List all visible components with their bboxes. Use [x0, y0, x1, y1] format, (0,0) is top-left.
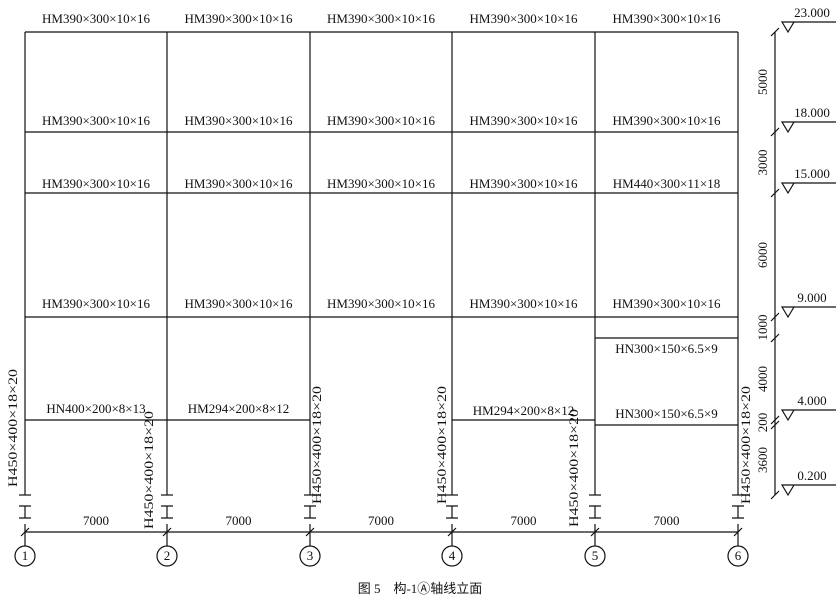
span-label: 7000 — [368, 513, 394, 528]
span-label: 7000 — [654, 513, 680, 528]
beam-label: HM390×300×10×16 — [42, 11, 150, 26]
axis-circle — [14, 545, 36, 567]
beam-label: HN300×150×6.5×9 — [615, 341, 718, 356]
beam-label: HM390×300×10×16 — [42, 176, 150, 191]
elevation-marker — [780, 484, 836, 497]
axis-label: 5 — [592, 548, 599, 563]
height-label: 200 — [755, 413, 770, 433]
span-label: 7000 — [226, 513, 252, 528]
beam-label: HM390×300×10×16 — [470, 113, 578, 128]
dim-tick — [770, 312, 780, 322]
elevation-marker — [780, 21, 836, 34]
beam-label: HM390×300×10×16 — [185, 11, 293, 26]
height-label: 6000 — [755, 242, 770, 268]
beam-label: HM390×300×10×16 — [613, 296, 721, 311]
beam-label: HM390×300×10×16 — [185, 113, 293, 128]
beam-label: HM440×300×11×18 — [613, 176, 720, 191]
section-symbol — [732, 505, 744, 519]
beam-label: HM390×300×10×16 — [470, 176, 578, 191]
elevation-marker — [780, 182, 836, 195]
elevation-marker — [780, 306, 836, 319]
dim-tick — [770, 415, 780, 425]
beam-label: HM294×200×8×12 — [188, 401, 289, 416]
axis-label: 3 — [307, 548, 314, 563]
dim-tick — [770, 27, 780, 37]
beam-label: HM390×300×10×16 — [185, 176, 293, 191]
column-label: H450×400×18×20 — [434, 386, 449, 504]
height-label: 3600 — [755, 447, 770, 473]
column-label: H450×400×18×20 — [309, 386, 324, 504]
elevation-label: 15.000 — [794, 166, 830, 181]
elevation-label: 0.200 — [797, 468, 826, 483]
elevation-label: 18.000 — [794, 105, 830, 120]
beam-label: HM390×300×10×16 — [327, 176, 435, 191]
span-label: 7000 — [83, 513, 109, 528]
elevation-marker — [780, 409, 836, 422]
dim-tick — [770, 188, 780, 198]
section-symbol — [19, 505, 31, 519]
column-label: H450×400×18×20 — [566, 409, 581, 527]
height-label: 1000 — [755, 315, 770, 341]
column-label: H450×400×18×20 — [141, 411, 156, 529]
axis-label: 2 — [164, 548, 171, 563]
beam-label: HM390×300×10×16 — [613, 113, 721, 128]
beam-label: HM390×300×10×16 — [613, 11, 721, 26]
axis-circle — [727, 545, 749, 567]
elevation-marker — [780, 121, 836, 134]
beam-label: HM390×300×10×16 — [327, 296, 435, 311]
beam-label: HM390×300×10×16 — [327, 113, 435, 128]
beam-label: HM390×300×10×16 — [42, 113, 150, 128]
column-label: H450×400×18×20 — [5, 369, 20, 487]
axis-circle — [299, 545, 321, 567]
beam-label: HM390×300×10×16 — [470, 296, 578, 311]
beam-label: HM390×300×10×16 — [470, 11, 578, 26]
axis-label: 6 — [735, 548, 742, 563]
beam-label: HM294×200×8×12 — [473, 403, 574, 418]
beam-label: HN300×150×6.5×9 — [615, 406, 718, 421]
elevation-label: 9.000 — [797, 290, 826, 305]
section-symbol — [446, 505, 458, 519]
dim-tick — [770, 490, 780, 500]
dim-tick — [770, 420, 780, 430]
height-label: 5000 — [755, 69, 770, 95]
caption: 图 5 构-1Ⓐ轴线立面 — [358, 581, 483, 596]
span-label: 7000 — [511, 513, 537, 528]
column-label: H450×400×18×20 — [738, 386, 753, 504]
axis-circle — [156, 545, 178, 567]
axis-label: 1 — [22, 548, 29, 563]
section-symbol — [161, 505, 173, 519]
beam-label: HM390×300×10×16 — [42, 296, 150, 311]
dim-tick — [770, 333, 780, 343]
axis-circle — [584, 545, 606, 567]
elevation-label: 4.000 — [797, 393, 826, 408]
beam-label: HM390×300×10×16 — [327, 11, 435, 26]
section-symbol — [304, 505, 316, 519]
beam-label: HM390×300×10×16 — [185, 296, 293, 311]
section-symbol — [589, 505, 601, 519]
height-label: 4000 — [755, 366, 770, 392]
height-label: 3000 — [755, 150, 770, 176]
axis-label: 4 — [449, 548, 456, 563]
axis-circle — [441, 545, 463, 567]
beam-label: HN400×200×8×13 — [46, 401, 145, 416]
elevation-label: 23.000 — [794, 5, 830, 20]
dim-tick — [770, 127, 780, 137]
